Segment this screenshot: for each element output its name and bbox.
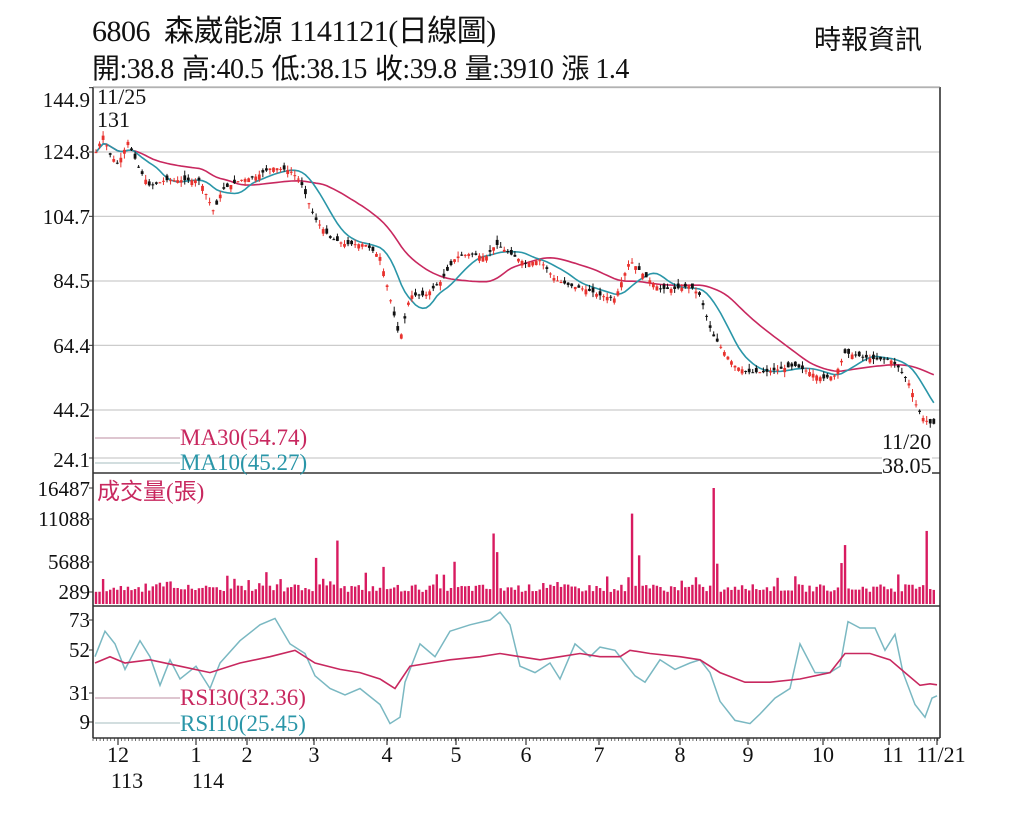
x-label-2: 2	[241, 742, 253, 767]
volume-title: 成交量(張)	[97, 479, 205, 504]
stat-5: 漲 1.4	[561, 54, 629, 85]
rsi-tick-73: 73	[69, 608, 90, 632]
chart-date: 1141121	[289, 15, 389, 48]
x-year-113: 113	[110, 768, 144, 793]
x-label-end-date: 11/21	[916, 742, 966, 767]
high-date-label: 11/25	[97, 84, 147, 109]
low-value-label: 38.05	[882, 453, 932, 478]
price-tick-1248: 124.8	[42, 140, 90, 164]
price-tick-1047: 104.7	[42, 205, 90, 229]
rsi30-legend: RSI30(32.36)	[180, 685, 306, 710]
volume-tick-11088: 11088	[38, 507, 90, 531]
rsi-tick-9: 9	[79, 710, 91, 734]
price-tick-644: 64.4	[53, 334, 90, 358]
ohlc-stats: 開:38.8 高:40.5 低:38.15 收:39.8 量:3910 漲 1.4	[92, 47, 637, 87]
low-date-label: 11/20	[882, 429, 932, 454]
volume-tick-16487: 16487	[37, 477, 91, 501]
chart-title: 6806 森崴能源 1141121(日線圖)	[92, 6, 496, 50]
volume-tick-5688: 5688	[48, 550, 90, 574]
ma10-legend: MA10(45.27)	[180, 450, 308, 475]
x-label-12: 12	[107, 742, 129, 767]
x-label-5: 5	[450, 742, 462, 767]
chart-kind: (日線圖)	[388, 15, 496, 48]
price-tick-845: 84.5	[53, 269, 90, 293]
x-label-7: 7	[593, 742, 605, 767]
x-label-3: 3	[308, 742, 320, 767]
stat-0: 開:38.8	[92, 54, 174, 85]
x-label-4: 4	[381, 742, 393, 767]
ma30-legend: MA30(54.74)	[180, 425, 308, 450]
x-label-9: 9	[742, 742, 754, 767]
x-label-1: 1	[190, 742, 202, 767]
price-tick-241: 24.1	[53, 448, 90, 472]
stock-name: 森崴能源	[164, 15, 283, 48]
x-label-8: 8	[674, 742, 686, 767]
x-label-11: 11	[882, 742, 904, 767]
x-year-114: 114	[191, 768, 225, 793]
rsi-tick-52: 52	[69, 638, 90, 662]
volume-tick-289: 289	[58, 580, 91, 604]
stat-1: 高:40.5	[181, 54, 264, 85]
high-value-label: 131	[97, 107, 130, 132]
x-label-10: 10	[812, 742, 834, 767]
stat-2: 低:38.15	[271, 54, 368, 85]
stat-3: 收:39.8	[374, 54, 457, 85]
price-tick-1449: 144.9	[42, 88, 90, 112]
x-label-6: 6	[520, 742, 532, 767]
rsi-tick-31: 31	[69, 681, 90, 705]
stock-code: 6806	[92, 15, 151, 48]
rsi10-legend: RSI10(25.45)	[180, 711, 306, 736]
price-tick-442: 44.2	[53, 398, 90, 422]
stat-4: 量:3910	[464, 54, 554, 85]
source-label: 時報資訊	[814, 25, 922, 55]
